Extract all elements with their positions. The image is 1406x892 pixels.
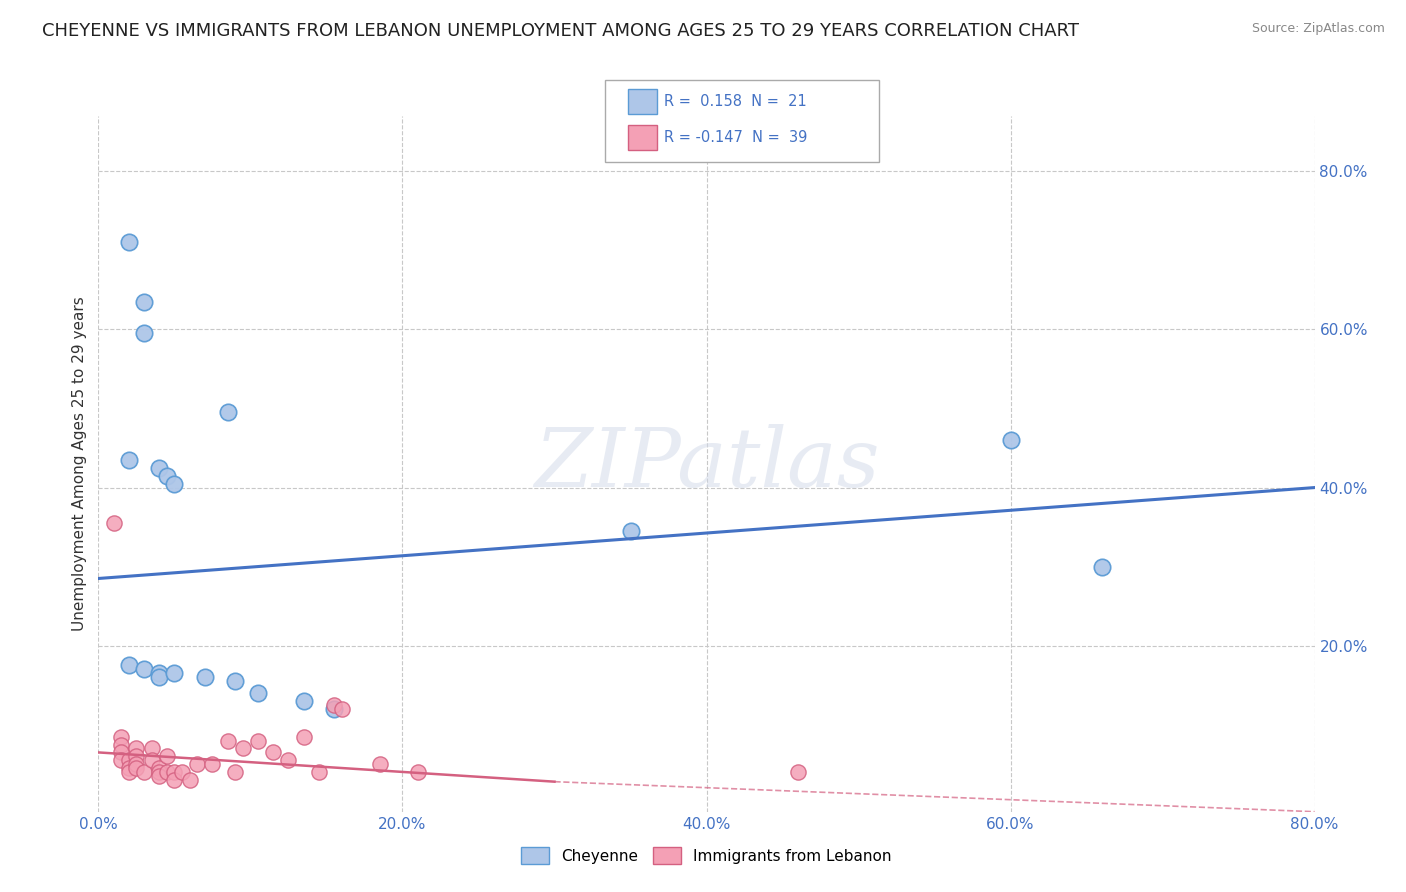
Point	[224, 765, 246, 780]
Text: R = -0.147  N =  39: R = -0.147 N = 39	[664, 130, 807, 145]
Point	[118, 658, 141, 673]
Point	[118, 453, 141, 467]
Point	[308, 765, 330, 780]
Point	[118, 761, 141, 775]
Point	[110, 753, 132, 767]
Point	[141, 741, 163, 756]
Point	[125, 757, 148, 772]
Point	[132, 294, 155, 309]
Legend: Cheyenne, Immigrants from Lebanon: Cheyenne, Immigrants from Lebanon	[515, 841, 898, 871]
Point	[330, 702, 353, 716]
Point	[156, 765, 179, 780]
Text: CHEYENNE VS IMMIGRANTS FROM LEBANON UNEMPLOYMENT AMONG AGES 25 TO 29 YEARS CORRE: CHEYENNE VS IMMIGRANTS FROM LEBANON UNEM…	[42, 22, 1080, 40]
Point	[132, 765, 155, 780]
Point	[118, 753, 141, 767]
Point	[163, 666, 186, 681]
Point	[163, 476, 186, 491]
Point	[163, 773, 186, 788]
Point	[406, 765, 429, 780]
Point	[619, 524, 641, 538]
Point	[262, 746, 284, 760]
Point	[141, 753, 163, 767]
Point	[1091, 559, 1114, 574]
Point	[103, 516, 125, 530]
Point	[148, 670, 170, 684]
Point	[247, 686, 270, 700]
Y-axis label: Unemployment Among Ages 25 to 29 years: Unemployment Among Ages 25 to 29 years	[72, 296, 87, 632]
Point	[118, 235, 141, 250]
Point	[148, 666, 170, 681]
Text: R =  0.158  N =  21: R = 0.158 N = 21	[664, 94, 807, 109]
Point	[156, 749, 179, 764]
Point	[125, 761, 148, 775]
Point	[247, 733, 270, 747]
Point	[170, 765, 193, 780]
Point	[368, 757, 391, 772]
Point	[118, 765, 141, 780]
Point	[217, 733, 239, 747]
Point	[110, 730, 132, 744]
Point	[125, 749, 148, 764]
Point	[292, 730, 315, 744]
Point	[148, 765, 170, 780]
Point	[148, 761, 170, 775]
Point	[163, 765, 186, 780]
Point	[194, 670, 217, 684]
Point	[292, 694, 315, 708]
Point	[277, 753, 299, 767]
Point	[132, 326, 155, 341]
Point	[125, 741, 148, 756]
Point	[224, 674, 246, 689]
Text: Source: ZipAtlas.com: Source: ZipAtlas.com	[1251, 22, 1385, 36]
Point	[323, 702, 346, 716]
Text: ZIPatlas: ZIPatlas	[534, 424, 879, 504]
Point	[148, 769, 170, 783]
Point	[132, 662, 155, 676]
Point	[110, 746, 132, 760]
Point	[179, 773, 201, 788]
Point	[232, 741, 254, 756]
Point	[110, 738, 132, 752]
Point	[786, 765, 808, 780]
Point	[156, 468, 179, 483]
Point	[201, 757, 224, 772]
Point	[217, 405, 239, 419]
Point	[1000, 433, 1022, 447]
Point	[323, 698, 346, 712]
Point	[148, 460, 170, 475]
Point	[186, 757, 208, 772]
